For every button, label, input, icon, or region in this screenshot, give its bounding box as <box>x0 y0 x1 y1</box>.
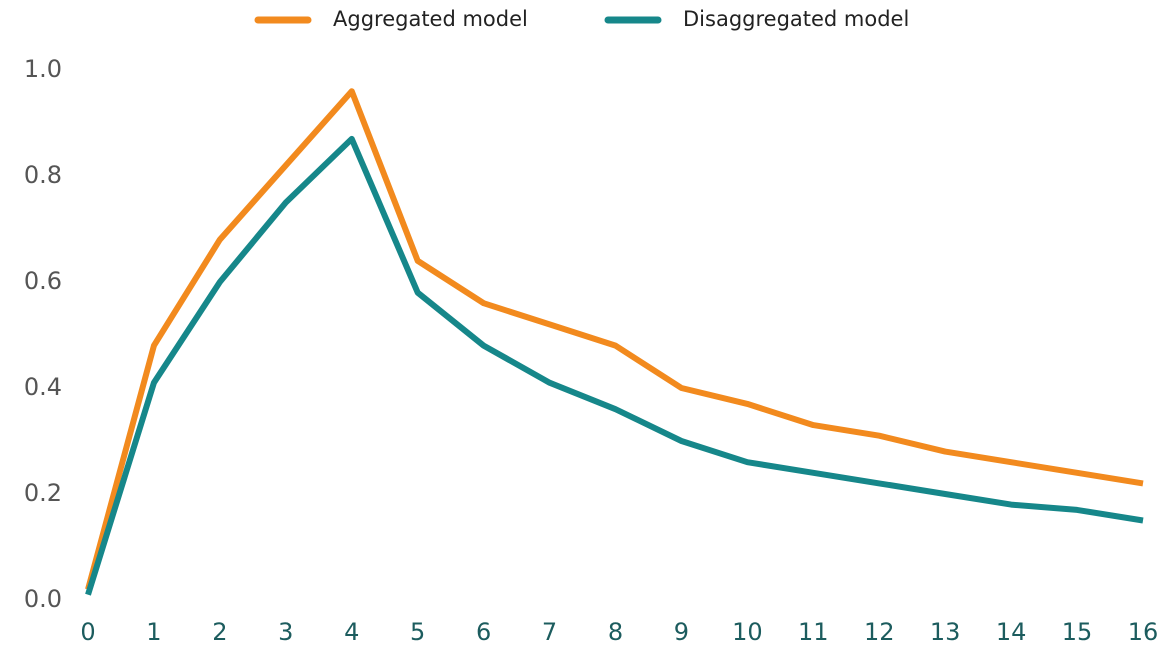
y-tick-label: 0.6 <box>24 267 62 295</box>
y-tick-label: 0.0 <box>24 585 62 613</box>
x-tick-label: 2 <box>212 618 227 645</box>
x-tick-label: 3 <box>278 618 293 645</box>
y-tick-label: 1.0 <box>24 55 62 83</box>
line <box>85 135 1144 596</box>
line <box>85 88 1144 591</box>
x-tick-label: 16 <box>1128 618 1159 645</box>
x-tick-label: 0 <box>80 618 95 645</box>
legend-label: Disaggregated model <box>683 7 909 31</box>
x-tick-label: 7 <box>542 618 557 645</box>
y-tick-label: 0.8 <box>24 161 62 189</box>
y-tick-label: 0.4 <box>24 373 62 401</box>
y-tick-label: 0.2 <box>24 479 62 507</box>
x-tick-label: 4 <box>344 618 359 645</box>
legend-label: Aggregated model <box>333 7 528 31</box>
x-tick-label: 6 <box>476 618 491 645</box>
x-tick-label: 14 <box>996 618 1027 645</box>
x-tick-label: 13 <box>930 618 961 645</box>
x-tick-label: 9 <box>674 618 689 645</box>
x-tick-label: 12 <box>864 618 895 645</box>
x-tick-label: 8 <box>608 618 623 645</box>
x-tick-label: 15 <box>1062 618 1093 645</box>
x-tick-label: 5 <box>410 618 425 645</box>
x-tick-label: 10 <box>732 618 763 645</box>
x-tick-label: 11 <box>798 618 829 645</box>
x-tick-label: 1 <box>146 618 161 645</box>
